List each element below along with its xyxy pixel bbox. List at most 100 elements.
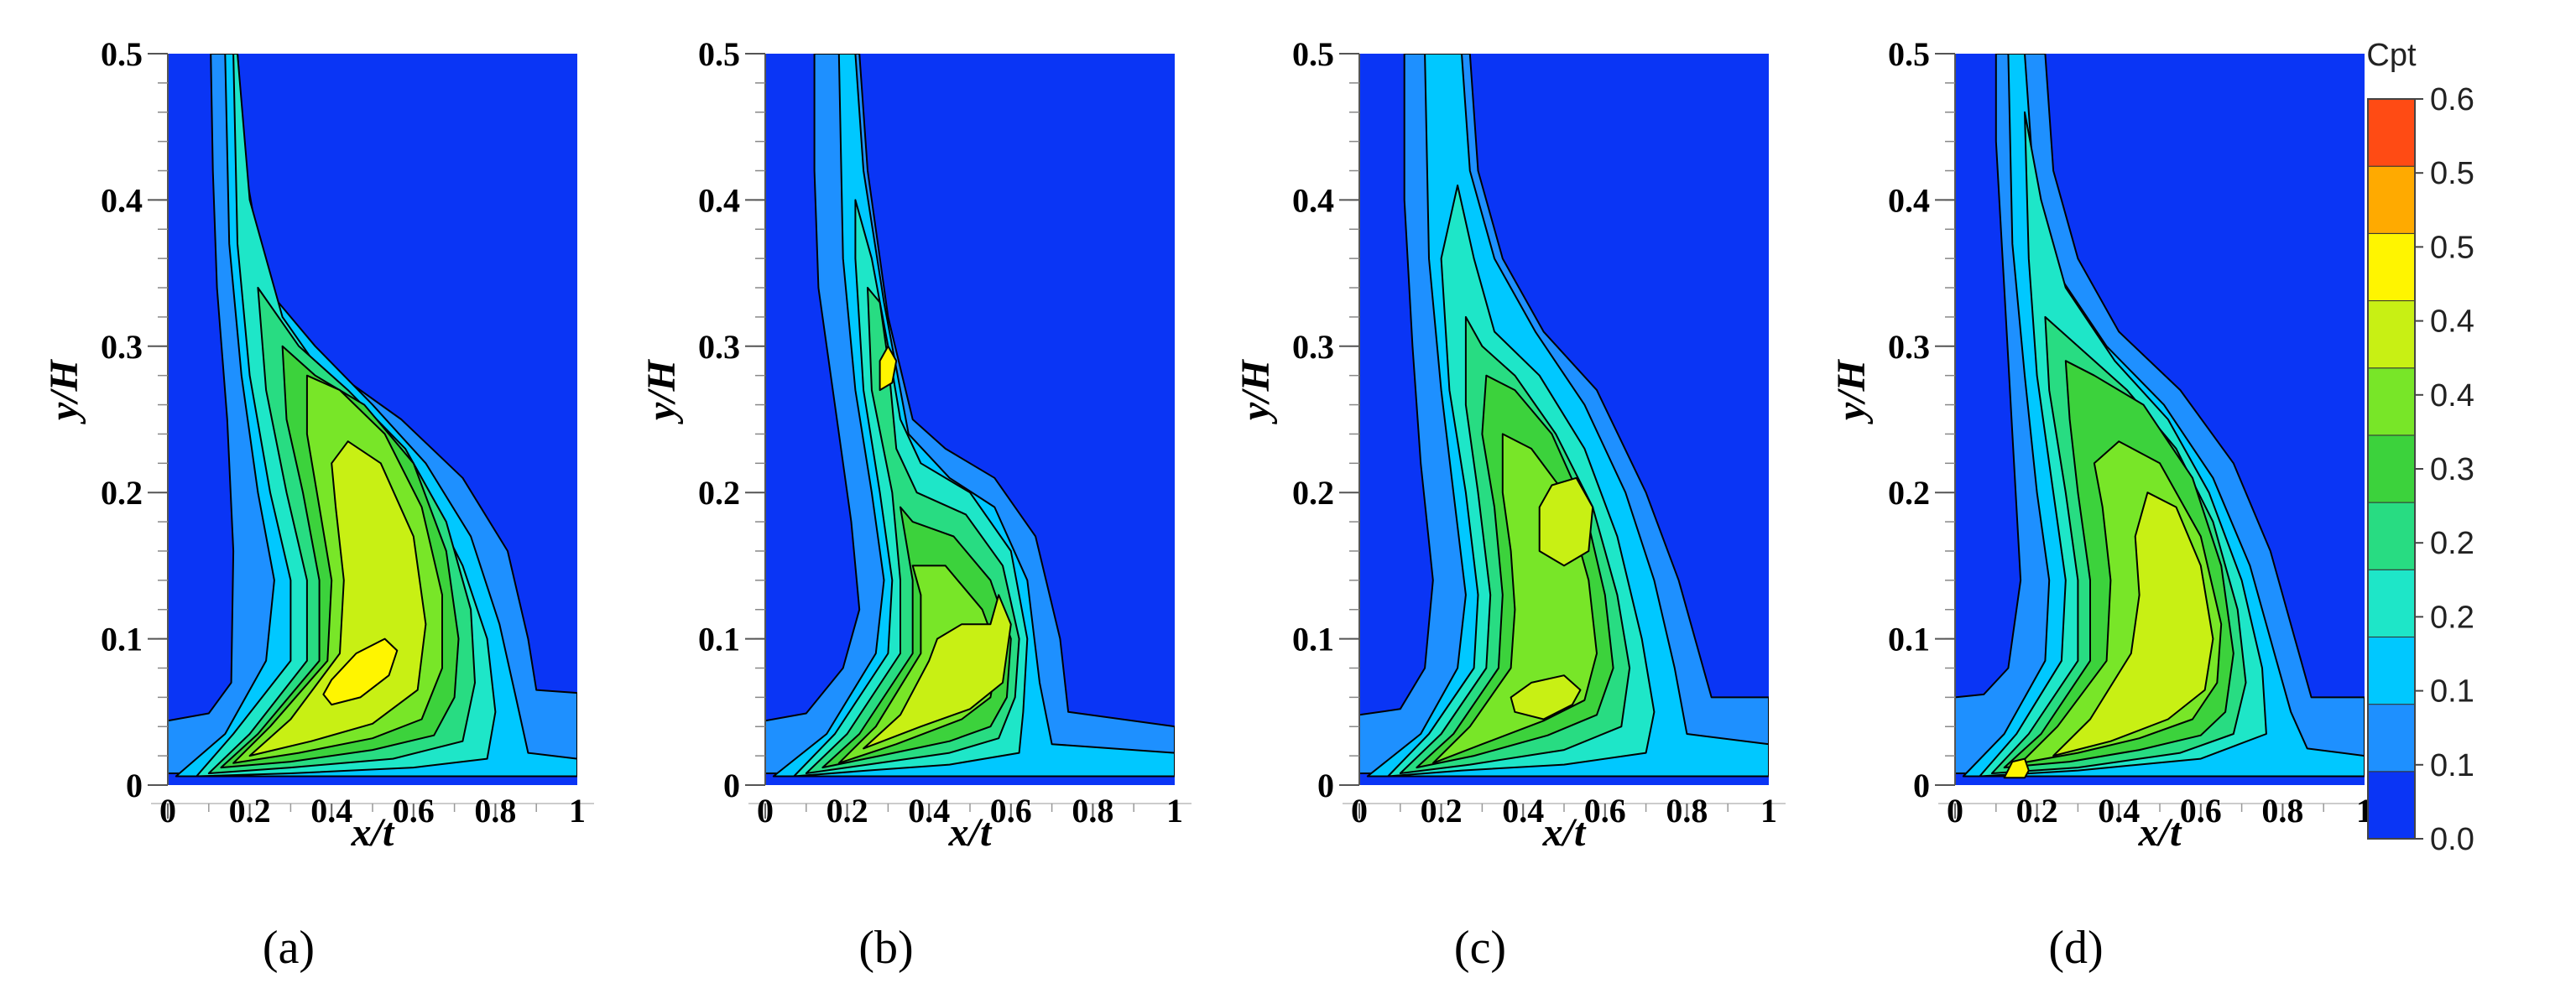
y-tick-label: 0.3 [1292,328,1334,366]
panel-b: 0 0.1 0.2 0.3 0.4 0.5 0 0.2 0.4 0.6 0.8 1 x/t y/H (b) [639,35,1192,974]
x-tick-label: 0 [757,792,774,830]
y-tick-label: 0.4 [1888,181,1930,219]
x-tick-label: 1 [1166,792,1183,830]
contour-field [1359,54,1769,785]
panel-label: (a) [263,922,315,974]
colorbar-tick-label: 0.2 [2430,600,2474,635]
y-tick-label: 0.2 [101,474,143,512]
contour-field [1955,54,2365,785]
contour-band-level-8 [879,345,898,392]
x-axis-label: x/t [351,810,395,855]
x-tick-label: 0.2 [2016,792,2058,830]
colorbar-tick-label: 0.0 [2430,822,2474,857]
x-tick-label: 0.6 [1584,792,1626,830]
y-tick-label: 0.4 [101,181,143,219]
x-tick-label: 0 [1351,792,1368,830]
colorbar-tick-label: 0.2 [2430,526,2474,561]
x-axis-label: x/t [2138,810,2182,855]
colorbar-swatch [2367,300,2416,369]
colorbar-swatch [2367,367,2416,436]
colorbar-title: Cpt [2366,38,2417,73]
panel-c: 0 0.1 0.2 0.3 0.4 0.5 0 0.2 0.4 0.6 0.8 1 x/t y/H (c) [1233,35,1786,974]
x-tick-label: 0.4 [908,792,950,830]
contour-band-level-8 [2003,757,2030,779]
colorbar-swatch [2367,636,2416,705]
y-tick-label: 0.1 [698,621,740,658]
y-tick-label: 0.5 [698,35,740,73]
colorbar-tick-label: 0.1 [2430,748,2474,783]
x-tick-label: 0.6 [393,792,435,830]
y-tick-label: 0.1 [1888,621,1930,658]
x-tick-label: 0.6 [990,792,1032,830]
x-tick-label: 0.4 [2098,792,2140,830]
x-tick-label: 1 [569,792,586,830]
y-axis-label: y/H [1233,358,1278,424]
x-tick-label: 0.8 [474,792,516,830]
contour-field [168,54,577,785]
x-tick-label: 0 [159,792,176,830]
y-tick-label: 0 [1913,767,1930,804]
panel-label: (b) [858,922,913,974]
x-tick-label: 0.8 [1666,792,1708,830]
y-tick-label: 0.4 [698,181,740,219]
y-tick-label: 0 [1317,767,1334,804]
x-axis-label: x/t [948,810,993,855]
x-tick-label: 0.4 [310,792,352,830]
colorbar-swatch [2367,502,2416,570]
colorbar-swatch [2367,434,2416,503]
colorbar: 0.0 0.1 0.1 0.2 0.2 0.3 0.4 0.4 0.5 0.5 0.6 Cpt [2366,38,2474,857]
contour-band-level-7 [2052,492,2214,757]
x-tick-label: 0.6 [2180,792,2222,830]
colorbar-tick-label: 0.1 [2430,674,2474,710]
y-tick-label: 0.3 [698,328,740,366]
y-tick-label: 0.5 [101,35,143,73]
contour-band-level-7 [1538,476,1594,567]
x-tick-label: 1 [1760,792,1777,830]
y-axis-label: y/H [42,358,86,424]
y-axis-label: y/H [639,358,684,424]
x-tick-label: 0.2 [229,792,271,830]
x-tick-label: 0.2 [1421,792,1463,830]
panel-d: 00.10.20.30.40.50 0.2 0.4 0.6 0.8 1x/ty/H(d) [1829,35,2381,974]
x-tick-label: 0.8 [1072,792,1113,830]
y-tick-label: 0.3 [101,328,143,366]
panels-layer: 00.10.20.30.40.50 0.2 0.4 0.6 0.8 1x/ty/H(a)0… [42,35,2381,974]
y-tick-label: 0.2 [1888,474,1930,512]
contour-band-level-7 [863,594,1012,750]
x-tick-label: 0.8 [2261,792,2303,830]
x-tick-label: 0.2 [827,792,868,830]
colorbar-swatch [2367,165,2416,234]
y-tick-label: 0.4 [1292,181,1334,219]
colorbar-swatch [2367,569,2416,637]
colorbar-tick-label: 0.5 [2430,230,2474,265]
colorbar-tick-label: 0.6 [2430,82,2474,117]
y-tick-label: 0.1 [101,621,143,658]
contour-field [765,54,1175,785]
panel-label: (c) [1454,922,1506,974]
colorbar-tick-label: 0.5 [2430,156,2474,191]
contour-band-level-7 [1510,674,1582,720]
y-axis-label: y/H [1829,358,1874,424]
contour-band-level-8 [322,637,399,706]
colorbar-swatch [2367,232,2416,302]
y-tick-label: 0.5 [1888,35,1930,73]
y-tick-label: 0.3 [1888,328,1930,366]
y-tick-label: 0.2 [1292,474,1334,512]
x-tick-label: 0 [1947,792,1963,830]
colorbar-swatch [2367,704,2416,773]
x-axis-label: x/t [1542,810,1587,855]
colorbar-tick-label: 0.4 [2430,304,2474,340]
y-tick-label: 0.2 [698,474,740,512]
y-tick-label: 0 [723,767,740,804]
colorbar-tick-label: 0.4 [2430,378,2474,414]
colorbar-tick-label: 0.3 [2430,452,2474,487]
colorbar-swatch [2367,771,2416,840]
y-tick-label: 0.1 [1292,621,1334,658]
x-tick-label: 0.4 [1502,792,1544,830]
y-tick-label: 0.5 [1292,35,1334,73]
panel-a: 0 0.1 0.2 0.3 0.4 0.5 0 0.2 0.4 0.6 0.8 1 x/t y/H (a) [42,35,594,974]
colorbar-swatch [2367,98,2416,167]
y-tick-label: 0 [126,767,143,804]
panel-label: (d) [2048,922,2103,974]
